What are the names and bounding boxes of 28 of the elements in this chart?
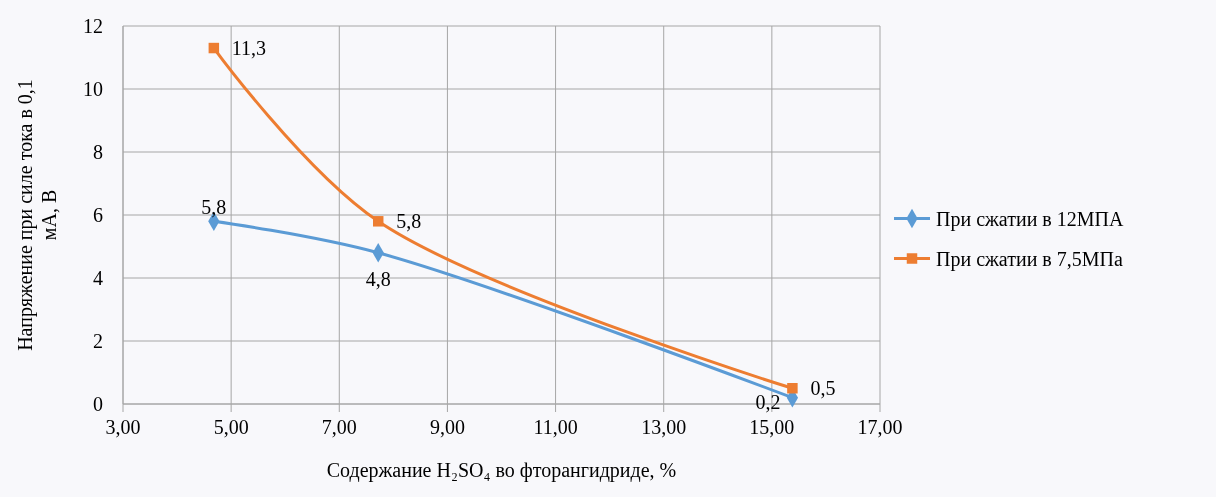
y-tick-label: 6 [93,204,103,226]
point [208,42,220,54]
y-tick-label: 0 [93,393,103,415]
point [372,216,384,227]
data-label: 0,5 [810,377,836,400]
y-tick-label: 12 [83,15,103,37]
x-tick-label: 5,00 [213,416,249,438]
legend-label: При сжатии в 12МПА [936,207,1125,231]
y-tick-label: 8 [93,141,103,163]
point [787,383,798,394]
x-axis-title: Содержание H₂SO₄ во фторангидриде, % [326,459,677,482]
y-tick-label: 2 [93,330,103,352]
x-tick-label: 13,00 [641,416,687,438]
y-tick-label: 4 [93,267,103,289]
x-tick-label: 11,00 [533,416,578,438]
x-tick-label: 3,00 [105,416,141,438]
x-tick-label: 7,00 [321,416,357,438]
x-tick-label: 15,00 [749,416,795,438]
y-axis-title: Напряжение при силе тока в 0,1 мА, В [14,79,60,351]
data-label: 5,8 [201,196,227,219]
y-tick-label: 10 [83,78,103,100]
x-tick-label: 9,00 [429,416,465,438]
legend-label: При сжатии в 7,5МПа [936,247,1124,271]
data-label: 4,8 [365,267,391,290]
data-label: 11,3 [231,37,267,60]
data-label: 0,2 [755,390,781,413]
data-label: 5,8 [396,210,422,233]
x-tick-label: 17,00 [857,416,903,438]
